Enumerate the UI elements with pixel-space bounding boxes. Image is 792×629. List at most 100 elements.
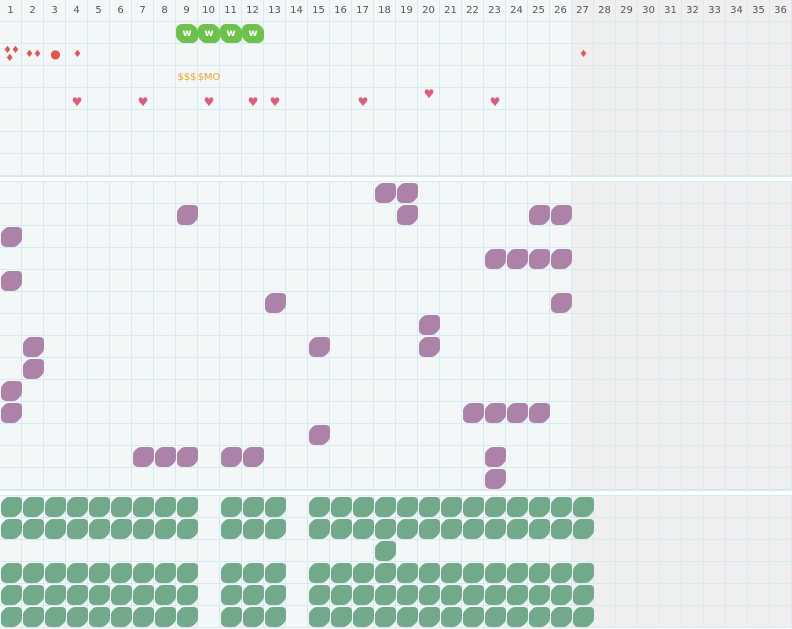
section3-cell[interactable] <box>594 606 616 628</box>
green-mark[interactable] <box>66 496 88 518</box>
green-mark[interactable] <box>132 606 154 628</box>
section1-cell[interactable] <box>308 88 330 110</box>
section1-cell[interactable] <box>726 66 748 88</box>
section2-cell[interactable] <box>660 182 682 204</box>
section2-cell[interactable] <box>264 446 286 468</box>
purple-mark[interactable] <box>22 358 44 380</box>
section2-cell[interactable] <box>770 248 792 270</box>
section2-cell[interactable] <box>704 446 726 468</box>
section1-cell[interactable] <box>330 132 352 154</box>
section2-cell[interactable] <box>396 446 418 468</box>
section2-cell[interactable] <box>660 270 682 292</box>
section1-cell[interactable] <box>440 22 462 44</box>
section2-cell[interactable] <box>132 424 154 446</box>
section1-cell[interactable] <box>638 66 660 88</box>
section2-cell[interactable] <box>44 204 66 226</box>
section2-cell[interactable] <box>66 468 88 490</box>
section3-cell[interactable] <box>770 584 792 606</box>
section2-cell[interactable] <box>198 402 220 424</box>
green-mark[interactable] <box>550 518 572 540</box>
section1-cell[interactable] <box>506 22 528 44</box>
section2-cell[interactable] <box>396 292 418 314</box>
section1-cell[interactable] <box>264 154 286 176</box>
section2-cell[interactable] <box>110 204 132 226</box>
green-mark[interactable] <box>110 584 132 606</box>
section2-cell[interactable] <box>154 248 176 270</box>
section2-cell[interactable] <box>462 314 484 336</box>
section2-cell[interactable] <box>638 182 660 204</box>
section2-cell[interactable] <box>462 270 484 292</box>
section1-cell[interactable] <box>330 154 352 176</box>
section2-cell[interactable] <box>308 402 330 424</box>
green-mark[interactable] <box>352 518 374 540</box>
green-mark[interactable] <box>374 496 396 518</box>
green-mark[interactable] <box>484 496 506 518</box>
section1-cell[interactable] <box>506 154 528 176</box>
section1-cell[interactable] <box>462 44 484 66</box>
section2-cell[interactable] <box>682 446 704 468</box>
section3-cell[interactable] <box>638 496 660 518</box>
section2-cell[interactable] <box>44 314 66 336</box>
section1-cell[interactable] <box>506 88 528 110</box>
section2-cell[interactable] <box>264 358 286 380</box>
section2-cell[interactable] <box>594 402 616 424</box>
section2-cell[interactable] <box>660 204 682 226</box>
section2-cell[interactable] <box>66 336 88 358</box>
section1-cell[interactable] <box>682 66 704 88</box>
section2-cell[interactable] <box>132 314 154 336</box>
section2-cell[interactable] <box>726 204 748 226</box>
green-mark[interactable] <box>176 584 198 606</box>
section1-cell[interactable] <box>440 44 462 66</box>
section2-cell[interactable] <box>308 380 330 402</box>
section2-cell[interactable] <box>748 248 770 270</box>
purple-mark[interactable] <box>264 292 286 314</box>
purple-mark[interactable] <box>484 248 506 270</box>
green-mark[interactable] <box>220 584 242 606</box>
section3-cell[interactable] <box>660 518 682 540</box>
green-mark[interactable] <box>528 584 550 606</box>
section2-cell[interactable] <box>396 270 418 292</box>
section1-cell[interactable] <box>242 88 264 110</box>
section3-cell[interactable] <box>594 540 616 562</box>
section2-cell[interactable] <box>110 446 132 468</box>
section2-cell[interactable] <box>176 182 198 204</box>
green-mark[interactable] <box>374 518 396 540</box>
section3-cell[interactable] <box>286 518 308 540</box>
green-mark[interactable] <box>352 562 374 584</box>
section2-cell[interactable] <box>308 226 330 248</box>
section2-cell[interactable] <box>462 204 484 226</box>
purple-mark[interactable] <box>418 336 440 358</box>
section2-cell[interactable] <box>220 292 242 314</box>
section3-cell[interactable] <box>748 540 770 562</box>
green-mark[interactable] <box>330 606 352 628</box>
section1-cell[interactable] <box>462 110 484 132</box>
section3-cell[interactable] <box>748 518 770 540</box>
green-mark[interactable] <box>528 496 550 518</box>
section3-cell[interactable] <box>638 562 660 584</box>
section1-cell[interactable] <box>682 132 704 154</box>
section2-cell[interactable] <box>44 336 66 358</box>
green-mark[interactable] <box>352 584 374 606</box>
section2-cell[interactable] <box>110 226 132 248</box>
section2-cell[interactable] <box>484 358 506 380</box>
section3-cell[interactable] <box>770 496 792 518</box>
section1-cell[interactable] <box>418 88 440 110</box>
green-mark[interactable] <box>88 606 110 628</box>
section1-cell[interactable] <box>660 22 682 44</box>
section1-cell[interactable] <box>638 110 660 132</box>
green-mark[interactable] <box>330 518 352 540</box>
section2-cell[interactable] <box>176 402 198 424</box>
section2-cell[interactable] <box>616 468 638 490</box>
section1-cell[interactable] <box>132 88 154 110</box>
section2-cell[interactable] <box>726 402 748 424</box>
green-mark[interactable] <box>88 562 110 584</box>
section2-cell[interactable] <box>264 182 286 204</box>
section2-cell[interactable] <box>286 248 308 270</box>
section2-cell[interactable] <box>110 314 132 336</box>
section3-cell[interactable] <box>286 584 308 606</box>
section2-cell[interactable] <box>352 226 374 248</box>
section2-cell[interactable] <box>528 424 550 446</box>
section2-cell[interactable] <box>88 380 110 402</box>
section2-cell[interactable] <box>242 292 264 314</box>
section3-cell[interactable] <box>682 606 704 628</box>
